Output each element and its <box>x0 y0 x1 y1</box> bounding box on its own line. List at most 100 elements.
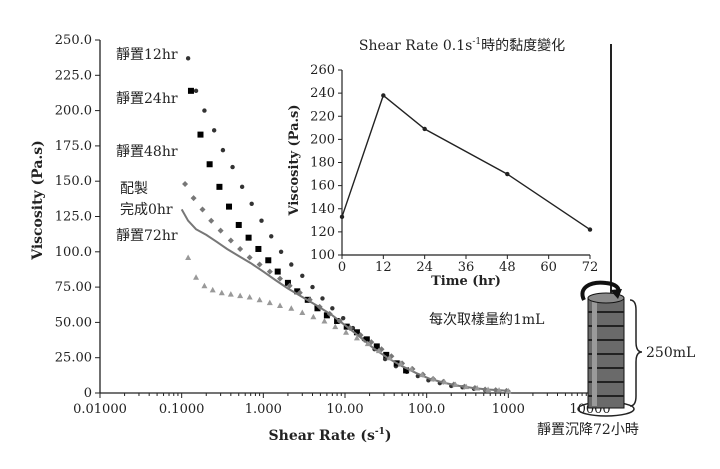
data-point <box>368 339 375 346</box>
data-point <box>237 245 244 252</box>
main-y-tick-label: 100.0 <box>55 245 92 260</box>
inset-x-tick-label: 36 <box>458 260 475 275</box>
inset-x-tick-label: 0 <box>338 260 346 275</box>
main-x-axis-label-sup: -1 <box>375 427 385 437</box>
data-point <box>300 273 305 279</box>
data-point <box>246 254 253 261</box>
main-series-1 <box>187 87 410 374</box>
data-point <box>419 371 426 378</box>
inset-chart: 0 12 24 36 48 60 72 100 120 140 160 180 200 220 240 26… <box>287 37 598 289</box>
inset-y-tick-label: 160 <box>310 179 335 194</box>
main-x-axis-label-main: Shear Rate (s <box>269 428 375 444</box>
data-point <box>245 234 252 241</box>
inset-y-tick-label: 180 <box>310 156 335 171</box>
inset-x-tick-label: 72 <box>582 260 599 275</box>
data-point <box>230 164 235 170</box>
data-point <box>364 340 371 347</box>
inset-title-sup: -1 <box>472 37 481 47</box>
data-point <box>288 305 295 311</box>
series-label: 完成0hr <box>120 202 173 218</box>
inset-x-axis-label: Time (hr) <box>431 274 501 289</box>
main-y-tick-label: 250.0 <box>55 33 92 48</box>
main-x-axis-label-end: ) <box>385 428 392 444</box>
inset-y-tick-label: 260 <box>310 63 335 78</box>
data-point <box>249 201 254 206</box>
data-point <box>383 351 390 358</box>
data-point <box>277 275 284 282</box>
sample-note: 每次取樣量約1mL <box>429 311 544 328</box>
data-point <box>265 257 272 264</box>
data-point <box>505 387 512 394</box>
main-x-tick-label: 1000 <box>492 402 525 417</box>
inset-x-tick-label: 48 <box>499 260 516 275</box>
data-point <box>239 184 245 190</box>
data-point <box>266 268 273 275</box>
data-point <box>343 329 350 335</box>
data-point <box>485 386 492 392</box>
data-point <box>340 315 346 321</box>
data-point <box>310 313 317 320</box>
data-point <box>235 221 242 228</box>
main-y-tick-label: 225.0 <box>55 68 92 83</box>
data-point <box>237 292 244 299</box>
sampling-arrow-icon <box>580 280 621 301</box>
data-point <box>323 312 330 319</box>
data-point <box>220 147 226 153</box>
data-point <box>187 87 194 94</box>
data-point <box>452 381 459 388</box>
inset-y-ticks: 100 120 140 160 180 200 220 240 260 <box>310 63 342 263</box>
inset-data-point <box>587 227 593 232</box>
main-x-ticks: 0.01000 0.1000 1.000 10.00 100.0 1000 10000 <box>73 393 611 417</box>
main-chart: 0.01000 0.1000 1.000 10.00 100.0 1000 10000 02… <box>30 33 611 444</box>
data-point <box>397 360 404 366</box>
data-point <box>408 365 415 372</box>
data-point <box>463 383 470 390</box>
inset-y-tick-label: 120 <box>310 225 335 240</box>
main-series-line <box>180 208 509 392</box>
data-point <box>197 131 204 138</box>
data-point <box>363 336 370 343</box>
settling-cylinder-illustration <box>577 280 643 417</box>
data-point <box>310 284 315 290</box>
data-point <box>226 203 233 210</box>
data-point <box>199 206 206 213</box>
inset-title-end: 時的黏度變化 <box>481 38 565 54</box>
data-point <box>353 334 360 341</box>
inset-data-point <box>505 171 510 177</box>
data-point <box>256 296 263 303</box>
inset-y-tick-label: 100 <box>310 248 335 263</box>
settle-note: 靜置沉降72小時 <box>537 422 639 438</box>
data-point <box>373 343 380 350</box>
data-point <box>227 237 234 244</box>
data-point <box>255 245 262 252</box>
inset-y-tick-label: 140 <box>310 202 335 217</box>
main-series-4 <box>185 254 512 394</box>
main-y-tick-label: 150.0 <box>55 174 92 189</box>
main-y-tick-label: 75.00 <box>55 280 92 295</box>
series-label: 靜置72hr <box>116 228 178 244</box>
inset-series-line <box>341 94 591 231</box>
data-point <box>403 367 410 374</box>
main-x-tick-label: 0.01000 <box>73 402 127 417</box>
data-point <box>441 378 448 385</box>
data-point <box>375 347 382 354</box>
data-point <box>202 108 207 113</box>
main-y-ticks: 0 25.00 50.00 75.00 100.0 125.0 150.0 175.0 200.… <box>55 33 100 401</box>
data-point <box>256 261 263 268</box>
data-point <box>332 323 339 330</box>
sampling-arrow-head-icon <box>610 289 622 299</box>
main-x-tick-label: 10.00 <box>326 402 363 417</box>
data-point <box>353 329 360 336</box>
data-point <box>289 262 294 267</box>
main-y-tick-label: 0 <box>84 386 92 401</box>
data-point <box>216 183 223 190</box>
main-series-3 <box>180 208 509 392</box>
data-point <box>193 88 199 94</box>
data-point <box>277 302 284 308</box>
data-point <box>218 289 225 296</box>
data-point <box>227 291 234 297</box>
main-y-tick-label: 125.0 <box>55 210 92 225</box>
data-point <box>330 306 335 311</box>
cylinder-highlight <box>592 300 597 406</box>
